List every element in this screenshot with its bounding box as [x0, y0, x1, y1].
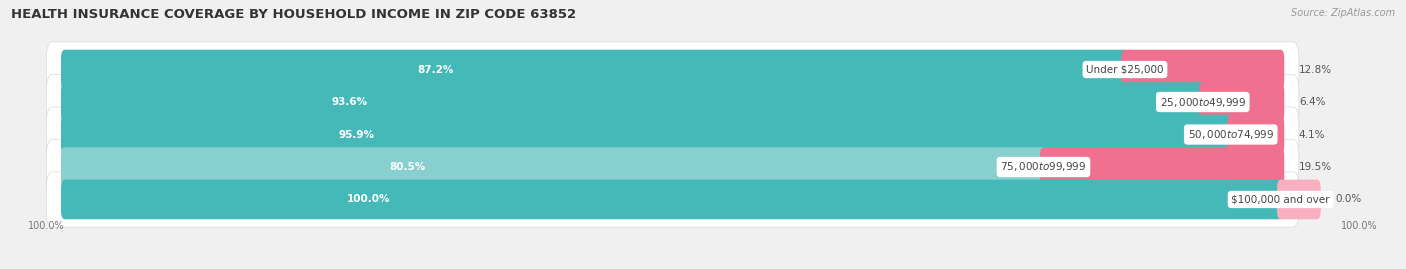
Text: 95.9%: 95.9%: [337, 129, 374, 140]
Text: 0.0%: 0.0%: [1336, 194, 1361, 204]
Text: 100.0%: 100.0%: [28, 221, 65, 231]
FancyBboxPatch shape: [1199, 82, 1284, 122]
FancyBboxPatch shape: [1277, 180, 1320, 219]
FancyBboxPatch shape: [46, 42, 1299, 97]
Text: 19.5%: 19.5%: [1299, 162, 1331, 172]
FancyBboxPatch shape: [60, 147, 1047, 187]
FancyBboxPatch shape: [60, 50, 1129, 89]
Text: 100.0%: 100.0%: [347, 194, 391, 204]
FancyBboxPatch shape: [60, 82, 1206, 122]
FancyBboxPatch shape: [60, 180, 1284, 219]
Text: 12.8%: 12.8%: [1299, 65, 1331, 75]
FancyBboxPatch shape: [46, 139, 1299, 194]
Text: 6.4%: 6.4%: [1299, 97, 1326, 107]
Text: $100,000 and over: $100,000 and over: [1232, 194, 1330, 204]
Text: $25,000 to $49,999: $25,000 to $49,999: [1160, 95, 1246, 108]
Text: 87.2%: 87.2%: [418, 65, 454, 75]
Text: 93.6%: 93.6%: [330, 97, 367, 107]
FancyBboxPatch shape: [46, 75, 1299, 130]
Text: Under $25,000: Under $25,000: [1087, 65, 1164, 75]
Text: HEALTH INSURANCE COVERAGE BY HOUSEHOLD INCOME IN ZIP CODE 63852: HEALTH INSURANCE COVERAGE BY HOUSEHOLD I…: [11, 8, 576, 21]
FancyBboxPatch shape: [1122, 50, 1284, 89]
FancyBboxPatch shape: [1227, 115, 1284, 154]
Text: 100.0%: 100.0%: [1341, 221, 1378, 231]
FancyBboxPatch shape: [1040, 147, 1284, 187]
Text: 4.1%: 4.1%: [1299, 129, 1326, 140]
Text: Source: ZipAtlas.com: Source: ZipAtlas.com: [1291, 8, 1395, 18]
Text: 80.5%: 80.5%: [389, 162, 426, 172]
Text: $75,000 to $99,999: $75,000 to $99,999: [1000, 161, 1087, 174]
Text: $50,000 to $74,999: $50,000 to $74,999: [1188, 128, 1274, 141]
FancyBboxPatch shape: [46, 107, 1299, 162]
FancyBboxPatch shape: [60, 115, 1234, 154]
FancyBboxPatch shape: [46, 172, 1299, 227]
